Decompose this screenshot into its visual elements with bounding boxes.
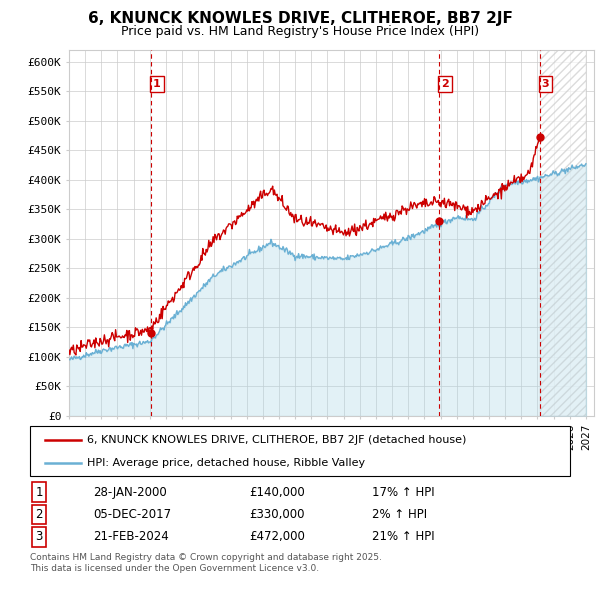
Text: 28-JAN-2000: 28-JAN-2000 <box>93 486 167 499</box>
Text: 3: 3 <box>541 79 549 89</box>
Text: 05-DEC-2017: 05-DEC-2017 <box>93 508 171 521</box>
Text: HPI: Average price, detached house, Ribble Valley: HPI: Average price, detached house, Ribb… <box>87 458 365 468</box>
Text: 17% ↑ HPI: 17% ↑ HPI <box>372 486 434 499</box>
Text: 21-FEB-2024: 21-FEB-2024 <box>93 530 169 543</box>
Text: £472,000: £472,000 <box>249 530 305 543</box>
Text: 2: 2 <box>441 79 449 89</box>
Text: 1: 1 <box>35 486 43 499</box>
Text: 2% ↑ HPI: 2% ↑ HPI <box>372 508 427 521</box>
Text: Price paid vs. HM Land Registry's House Price Index (HPI): Price paid vs. HM Land Registry's House … <box>121 25 479 38</box>
Text: 2: 2 <box>35 508 43 521</box>
Text: 21% ↑ HPI: 21% ↑ HPI <box>372 530 434 543</box>
Text: 6, KNUNCK KNOWLES DRIVE, CLITHEROE, BB7 2JF: 6, KNUNCK KNOWLES DRIVE, CLITHEROE, BB7 … <box>88 11 512 25</box>
Text: 1: 1 <box>153 79 161 89</box>
Text: 3: 3 <box>35 530 43 543</box>
Text: 6, KNUNCK KNOWLES DRIVE, CLITHEROE, BB7 2JF (detached house): 6, KNUNCK KNOWLES DRIVE, CLITHEROE, BB7 … <box>87 435 466 445</box>
Text: £140,000: £140,000 <box>249 486 305 499</box>
Text: £330,000: £330,000 <box>249 508 305 521</box>
Text: Contains HM Land Registry data © Crown copyright and database right 2025.
This d: Contains HM Land Registry data © Crown c… <box>30 553 382 573</box>
